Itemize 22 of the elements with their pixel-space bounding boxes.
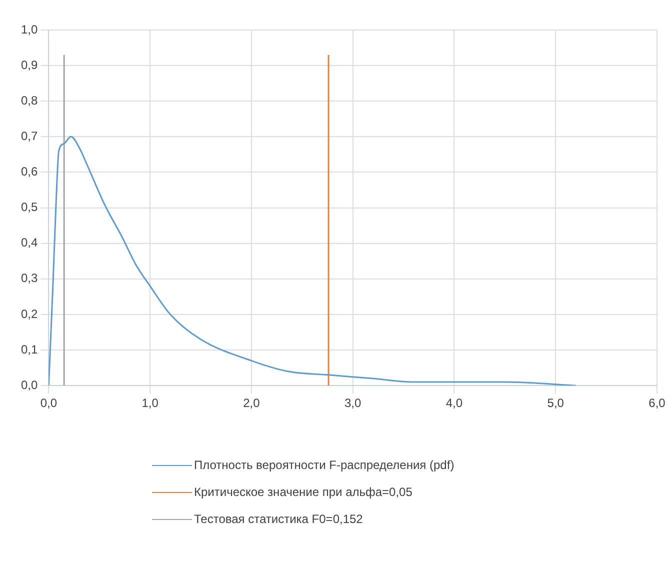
y-tick-label: 0,0 xyxy=(20,378,38,392)
y-tick-label: 1,0 xyxy=(20,22,38,36)
y-tick-label: 0,2 xyxy=(20,306,38,321)
y-tick-label: 0,8 xyxy=(20,93,38,108)
y-tick-label: 0,1 xyxy=(20,342,38,356)
y-tick-label: 0,3 xyxy=(20,271,38,286)
x-tick-label: 1,0 xyxy=(142,396,159,410)
line-series xyxy=(48,136,577,386)
x-tick-label: 3,0 xyxy=(344,396,362,410)
x-tick-label: 4,0 xyxy=(446,396,463,410)
x-tick-label: 6,0 xyxy=(648,396,666,410)
x-tick-label: 2,0 xyxy=(243,396,260,410)
y-tick-label: 0,9 xyxy=(20,58,38,72)
legend-label: Тестовая статистика F0=0,152 xyxy=(194,512,363,526)
legend-label: Плотность вероятности F-распределения (pdf) xyxy=(194,458,454,472)
y-tick-label: 0,5 xyxy=(20,200,38,214)
x-tick-label: 5,0 xyxy=(547,396,564,410)
y-tick-label: 0,6 xyxy=(20,164,38,179)
x-tick-label: 0,0 xyxy=(40,396,58,410)
y-tick-label: 0,4 xyxy=(20,236,38,250)
legend-label: Критическое значение при альфа=0,05 xyxy=(194,485,412,499)
y-tick-label: 0,7 xyxy=(20,128,38,143)
